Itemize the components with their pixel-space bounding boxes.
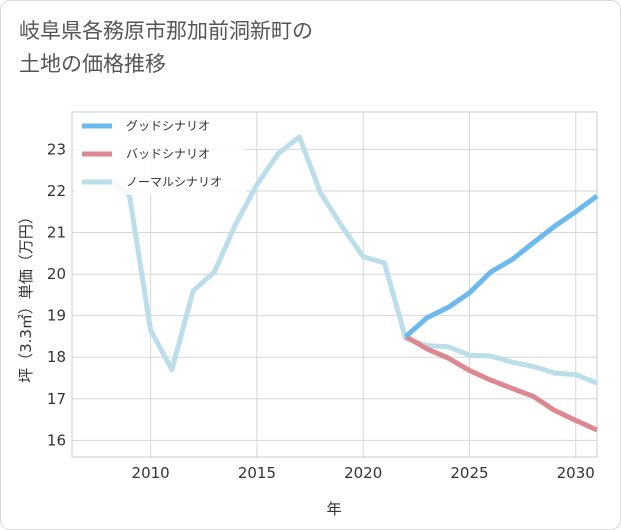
y-tick-label: 21: [47, 224, 66, 242]
series-line-good: [404, 193, 599, 339]
y-tick-label: 22: [47, 182, 66, 200]
plot-area-frame: [71, 111, 598, 458]
series-line-bad: [404, 334, 599, 433]
x-tick-label: 2025: [450, 464, 488, 482]
y-tick-label: 23: [47, 140, 66, 158]
legend-label: バッドシナリオ: [126, 147, 210, 161]
y-tick-label: 17: [47, 390, 66, 408]
x-tick-label: 2020: [344, 464, 382, 482]
legend-label: グッドシナリオ: [126, 119, 210, 133]
y-tick-label: 20: [47, 265, 66, 283]
series-lines: [106, 134, 599, 433]
y-tick-label: 16: [47, 431, 66, 449]
legend-label: ノーマルシナリオ: [126, 175, 222, 189]
series-line-normal: [106, 134, 598, 386]
y-tick-labels: 16 17 18 19 20 21 22 23: [47, 140, 66, 449]
x-tick-label: 2010: [132, 464, 170, 482]
x-tick-label: 2030: [557, 464, 595, 482]
y-tick-label: 19: [47, 307, 66, 325]
x-tick-labels: 2010 2015 2020 2025 2030: [132, 464, 595, 482]
x-axis-label: 年: [326, 500, 341, 518]
y-axis-label: 坪（3.3㎡）単価（万円）: [17, 209, 35, 383]
page-title: 岐阜県各務原市那加前洞新町の 土地の価格推移: [19, 19, 313, 76]
x-tick-label: 2015: [238, 464, 276, 482]
y-tick-label: 18: [47, 348, 66, 366]
